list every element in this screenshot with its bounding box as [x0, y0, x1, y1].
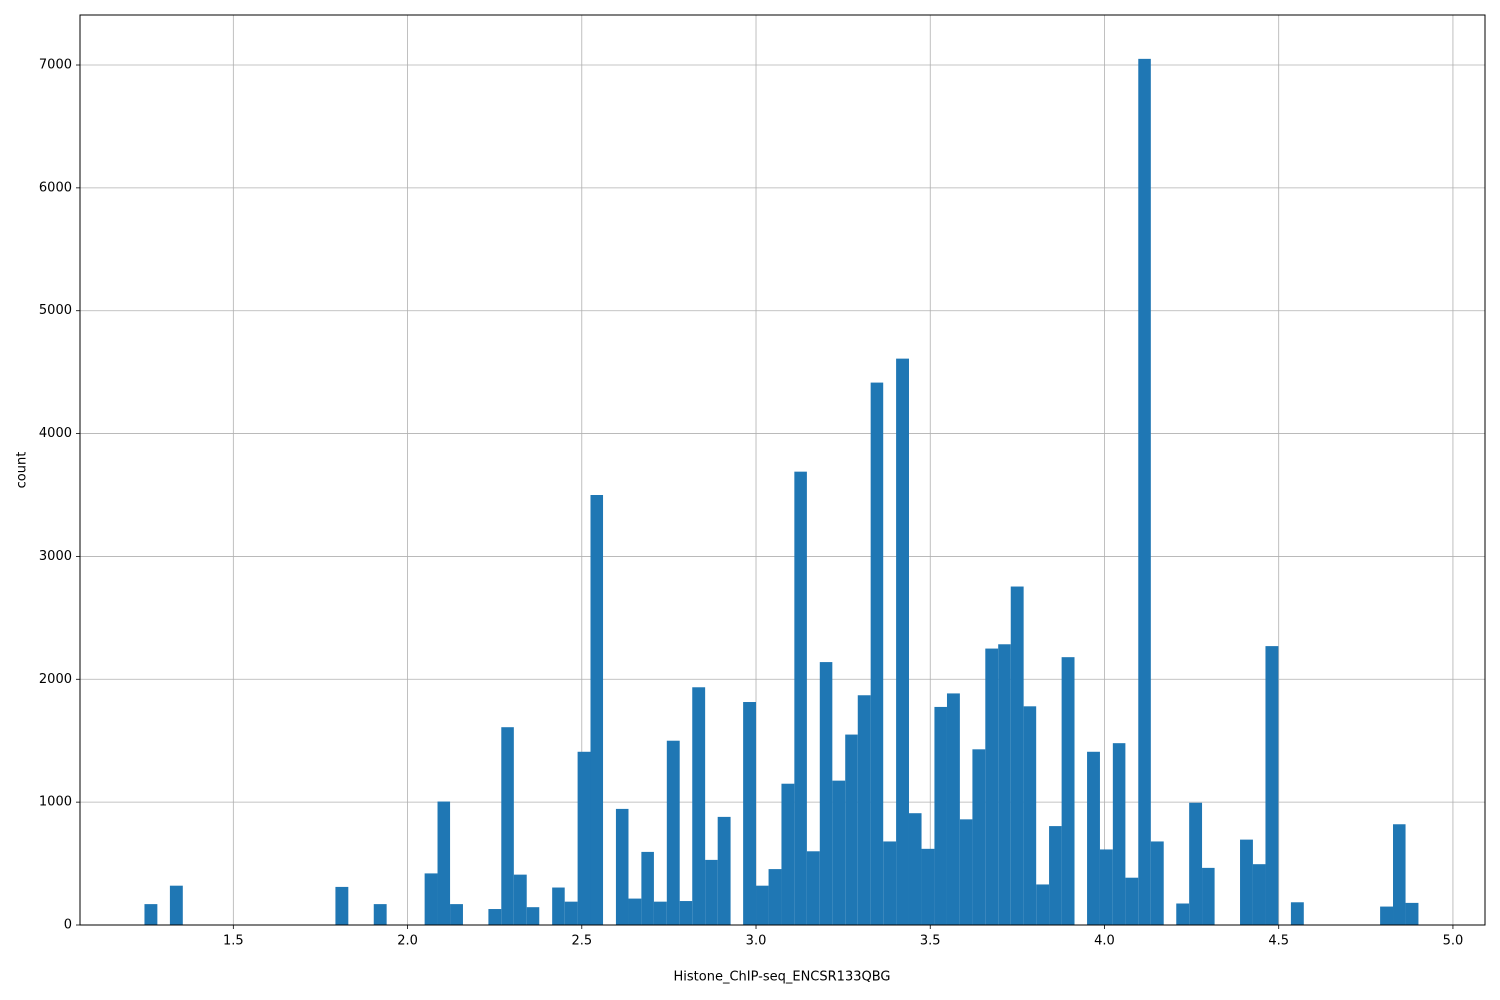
- bar: [756, 885, 769, 925]
- bar: [1099, 849, 1113, 925]
- bar: [653, 901, 667, 925]
- bar: [806, 851, 820, 925]
- bar: [373, 904, 387, 925]
- y-tick-label: 6000: [39, 180, 72, 195]
- bar: [998, 644, 1011, 925]
- plot-frame: [79, 14, 1486, 926]
- x-tick-label: 3.5: [920, 934, 941, 949]
- bar: [679, 901, 693, 925]
- bar: [1138, 58, 1151, 925]
- bar: [1010, 586, 1024, 925]
- bar: [717, 816, 731, 925]
- bar: [1189, 802, 1203, 925]
- bar: [335, 886, 349, 925]
- y-tick-label: 3000: [39, 549, 72, 564]
- bar: [552, 887, 565, 925]
- bar: [169, 885, 183, 925]
- bar: [615, 808, 629, 925]
- y-tick-label: 1000: [39, 795, 72, 810]
- bar: [1150, 841, 1164, 925]
- y-tick-label: 5000: [39, 303, 72, 318]
- bar: [641, 851, 654, 925]
- bar: [1023, 706, 1037, 925]
- bar: [883, 841, 897, 925]
- x-tick-label: 3.0: [746, 934, 767, 949]
- bar: [972, 749, 986, 925]
- bar: [946, 693, 960, 925]
- y-tick-label: 4000: [39, 426, 72, 441]
- bar: [794, 471, 807, 925]
- bar: [959, 819, 973, 925]
- bar: [1125, 877, 1139, 925]
- bar: [705, 859, 718, 925]
- bar: [1061, 657, 1075, 925]
- bar: [424, 873, 438, 925]
- bar: [437, 801, 451, 925]
- bar: [666, 740, 680, 925]
- bar: [857, 695, 871, 925]
- bar: [934, 706, 947, 925]
- bar: [501, 727, 514, 925]
- bar: [985, 648, 999, 925]
- x-tick-label: 4.0: [1094, 934, 1115, 949]
- bar: [845, 734, 858, 925]
- bar: [488, 909, 502, 925]
- bar: [564, 901, 578, 925]
- bar: [1252, 864, 1266, 925]
- x-tick-label: 2.5: [571, 934, 592, 949]
- bar: [577, 751, 591, 925]
- bar: [1112, 743, 1126, 925]
- bar: [870, 382, 884, 925]
- y-tick-label: 0: [64, 918, 72, 933]
- x-tick-label: 2.0: [397, 934, 418, 949]
- x-tick-label: 5.0: [1443, 934, 1464, 949]
- bar: [1202, 867, 1215, 925]
- bar: [819, 662, 833, 925]
- x-axis-label: Histone_ChIP-seq_ENCSR133QBG: [674, 970, 891, 985]
- bar: [1393, 824, 1406, 925]
- bar: [1049, 826, 1062, 925]
- bar: [1405, 902, 1419, 925]
- bar: [743, 702, 757, 925]
- bar: [1036, 884, 1050, 925]
- bar: [768, 869, 782, 925]
- y-tick-label: 7000: [39, 58, 72, 73]
- y-axis-label: count: [15, 452, 30, 489]
- bar: [692, 687, 706, 925]
- bar: [896, 358, 909, 925]
- bar: [1265, 646, 1279, 925]
- bar: [526, 907, 540, 925]
- bar: [590, 495, 604, 925]
- bar: [832, 780, 846, 925]
- x-tick-label: 4.5: [1268, 934, 1289, 949]
- bar: [781, 783, 795, 925]
- bar: [1176, 903, 1190, 925]
- bar: [1087, 751, 1100, 925]
- bar: [513, 874, 527, 925]
- bar: [144, 904, 158, 925]
- bar: [1240, 839, 1253, 925]
- x-tick-label: 1.5: [223, 934, 244, 949]
- bar: [628, 898, 642, 925]
- bar: [921, 848, 935, 925]
- bar: [450, 904, 463, 925]
- y-tick-label: 2000: [39, 672, 72, 687]
- bar: [908, 813, 922, 925]
- bar: [1380, 906, 1394, 925]
- bar: [1290, 902, 1304, 925]
